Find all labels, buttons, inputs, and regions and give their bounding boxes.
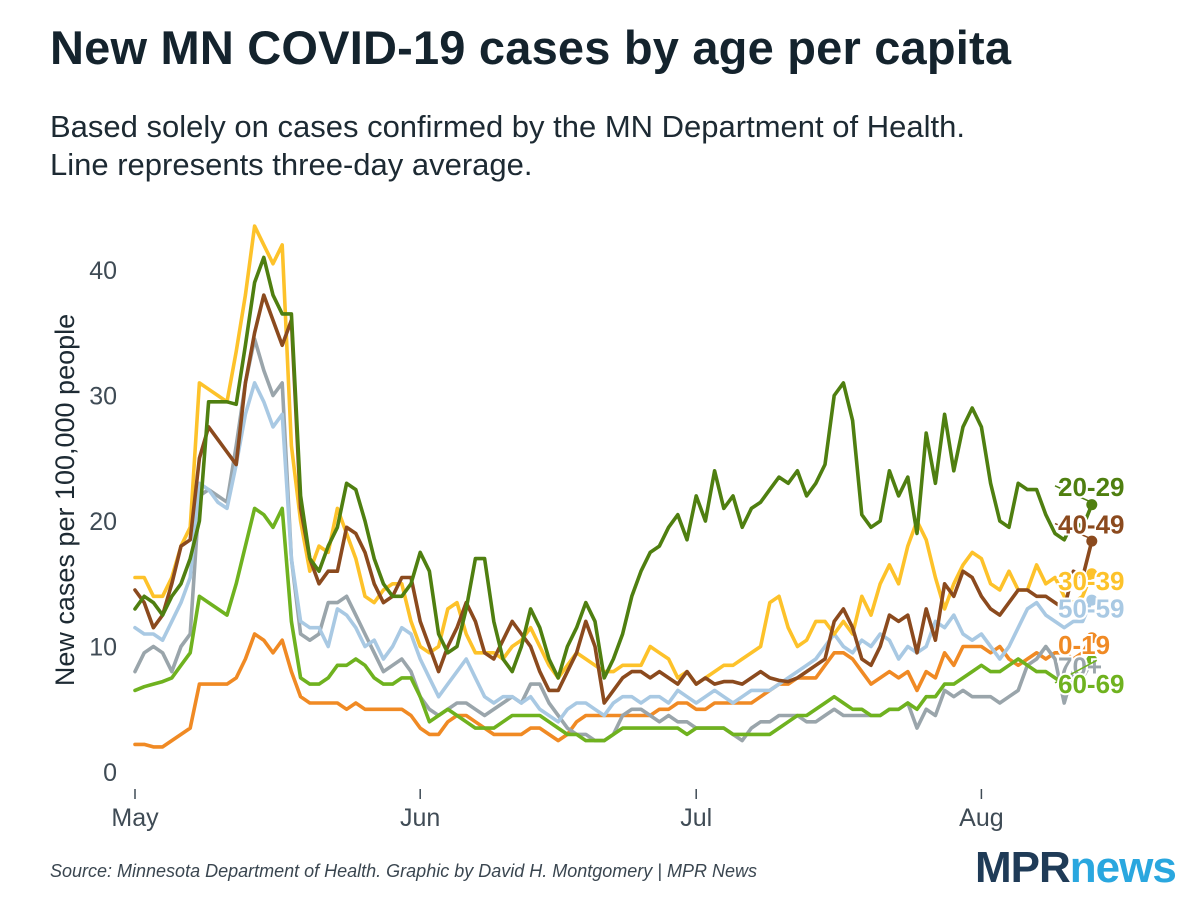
y-tick-label: 0 xyxy=(103,759,117,787)
series-end-point-60-69 xyxy=(1086,654,1098,666)
x-tick-label: Aug xyxy=(959,804,1003,832)
series-label-0-19: 0-19 xyxy=(1058,630,1110,660)
series-label-70+: 70+ xyxy=(1058,651,1102,681)
y-tick-label: 20 xyxy=(89,508,117,536)
series-label-30-39: 30-39 xyxy=(1058,566,1125,596)
series-label-40-49: 40-49 xyxy=(1058,510,1125,540)
series-label-leader-20-29 xyxy=(1054,485,1098,506)
x-tick-label: May xyxy=(111,804,159,832)
series-line-60-69 xyxy=(133,506,1094,743)
series-line-0-19 xyxy=(133,632,1094,749)
series-label-60-69: 60-69 xyxy=(1058,669,1125,699)
mpr-news-logo: MPRnews xyxy=(975,843,1177,893)
y-tick-label: 10 xyxy=(89,634,117,662)
chart-subtitle: Based solely on cases confirmed by the M… xyxy=(50,108,965,184)
x-tick-label: Jul xyxy=(680,804,712,832)
logo-news-text: news xyxy=(1069,843,1177,892)
y-axis-ticks: 0 10 20 30 40 xyxy=(89,257,117,787)
series-label-20-29: 20-29 xyxy=(1058,472,1125,502)
series-end-point-30-39 xyxy=(1086,568,1098,580)
chart-title: New MN COVID-19 cases by age per capita xyxy=(50,21,1012,74)
series-end-point-50-59 xyxy=(1086,594,1098,606)
x-axis-ticks: May Jun Jul Aug xyxy=(111,789,1004,832)
series-line-40-49 xyxy=(133,293,1094,705)
source-note: Source: Minnesota Department of Health. … xyxy=(50,861,757,881)
y-axis-label: New cases per 100,000 people xyxy=(50,314,80,686)
series-label-leader-60-69 xyxy=(1054,659,1098,684)
y-tick-label: 30 xyxy=(89,383,117,411)
subtitle-line-1: Based solely on cases confirmed by the M… xyxy=(50,109,965,144)
series-line-20-29 xyxy=(133,255,1094,680)
y-tick-label: 40 xyxy=(89,257,117,285)
series-label-50-59: 50-59 xyxy=(1058,594,1125,624)
x-tick-label: Jun xyxy=(400,804,440,832)
logo-mpr-text: MPR xyxy=(975,843,1071,892)
series-end-point-0-19 xyxy=(1086,632,1098,644)
subtitle-line-2: Line represents three-day average. xyxy=(50,147,533,182)
series-lines xyxy=(133,224,1098,749)
series-line-30-39 xyxy=(133,224,1094,686)
series-label-leader-40-49 xyxy=(1054,522,1098,542)
series-line-70+ xyxy=(133,337,1094,743)
